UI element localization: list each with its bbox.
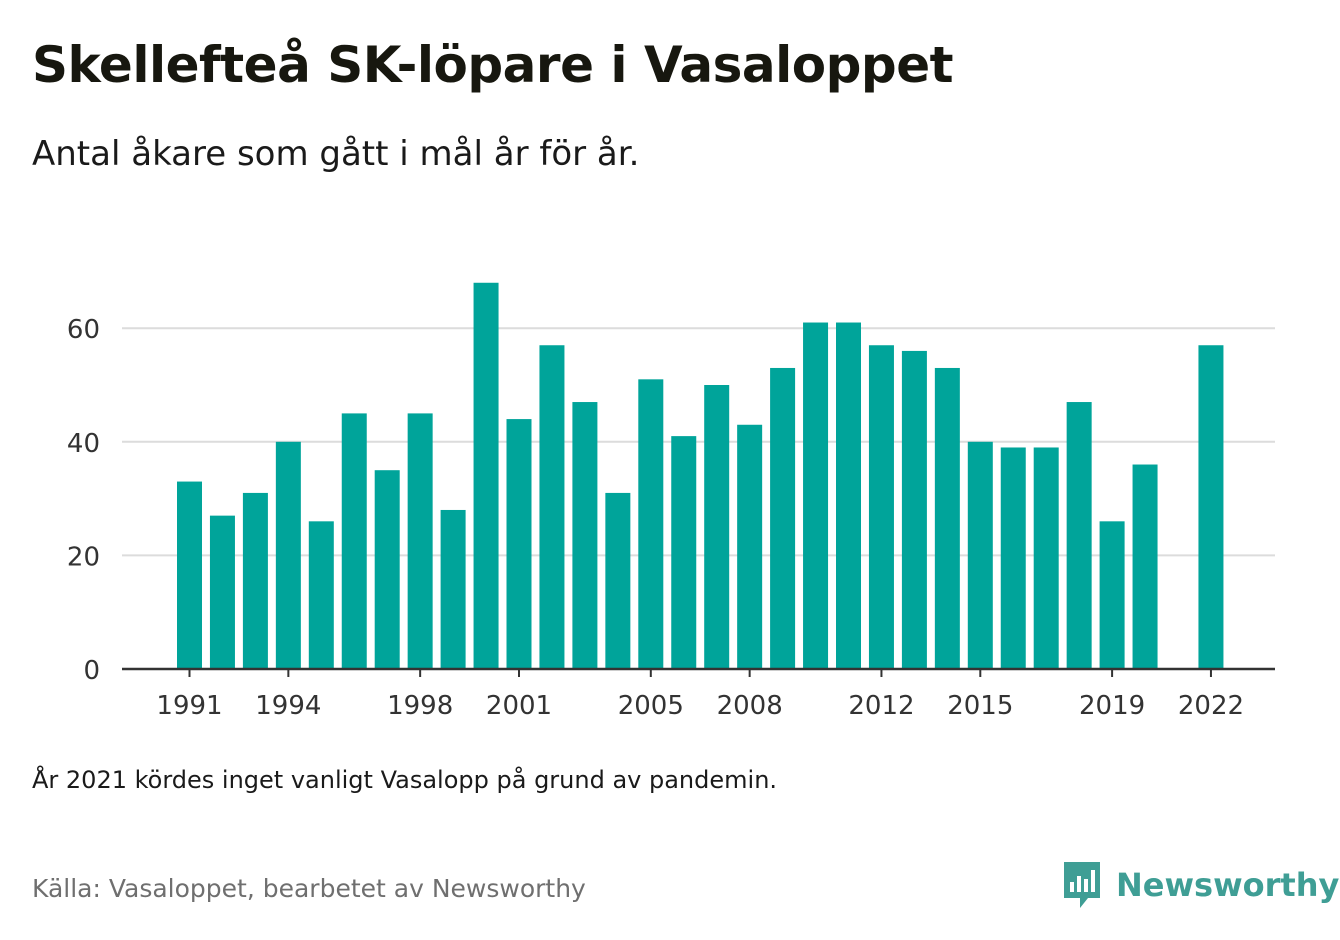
- x-tick-label: 1994: [255, 691, 321, 721]
- bar: [704, 385, 730, 669]
- x-tick-label: 2005: [618, 691, 684, 721]
- x-tick-label: 2019: [1079, 691, 1145, 721]
- source-credit: Källa: Vasaloppet, bearbetet av Newswort…: [32, 874, 586, 903]
- bar: [934, 367, 960, 669]
- brand-name: Newsworthy: [1116, 866, 1340, 904]
- chart-footnote: År 2021 kördes inget vanligt Vasalopp på…: [32, 766, 778, 794]
- bar: [901, 350, 927, 669]
- bars: [177, 282, 1224, 669]
- bar: [803, 322, 829, 669]
- bar: [1066, 402, 1092, 669]
- chart-subtitle: Antal åkare som gått i mål år för år.: [32, 134, 640, 174]
- brand-logo: Newsworthy: [1062, 860, 1339, 910]
- bar: [275, 441, 301, 669]
- x-tick-label: 2012: [848, 691, 914, 721]
- bar: [967, 441, 993, 669]
- bar: [209, 515, 235, 669]
- bar: [1000, 447, 1026, 669]
- bar: [539, 345, 565, 669]
- bar: [671, 436, 697, 669]
- bar: [770, 367, 796, 669]
- bar: [572, 402, 598, 669]
- newsworthy-logo-icon: [1064, 862, 1100, 908]
- y-tick-label: 20: [67, 542, 100, 572]
- bar: [308, 521, 334, 669]
- bar: [374, 470, 400, 669]
- bar: [341, 413, 367, 669]
- bar: [737, 424, 763, 669]
- x-tick-label: 2022: [1178, 691, 1244, 721]
- chart-title: Skellefteå SK-löpare i Vasaloppet: [32, 36, 954, 94]
- bar: [506, 419, 532, 669]
- x-tick-label: 1991: [156, 691, 222, 721]
- bar: [1198, 345, 1224, 669]
- bar: [1033, 447, 1059, 669]
- axes: 0 20 40 60 1991 1994 1998 2001 2005 2008 2012 2015 2…: [67, 315, 1275, 721]
- bar: [242, 492, 268, 669]
- bar: [605, 492, 631, 669]
- x-tick-label: 2008: [717, 691, 783, 721]
- y-tick-label: 0: [83, 656, 100, 686]
- bar: [177, 481, 202, 669]
- bar: [440, 509, 466, 669]
- x-tick-label: 1998: [387, 691, 453, 721]
- bar: [1099, 521, 1125, 669]
- bar: [1132, 464, 1158, 669]
- bar-chart: 0 20 40 60 1991 1994 1998 2001 2005 2008 2012 2015 2…: [67, 282, 1275, 721]
- x-tick-label: 2015: [947, 691, 1013, 721]
- y-tick-label: 60: [67, 315, 100, 345]
- bar: [638, 379, 664, 669]
- bar: [836, 322, 861, 669]
- x-tick-label: 2001: [486, 691, 552, 721]
- bar: [407, 413, 433, 669]
- y-tick-label: 40: [67, 429, 100, 459]
- bar: [868, 345, 894, 669]
- bar: [473, 282, 499, 669]
